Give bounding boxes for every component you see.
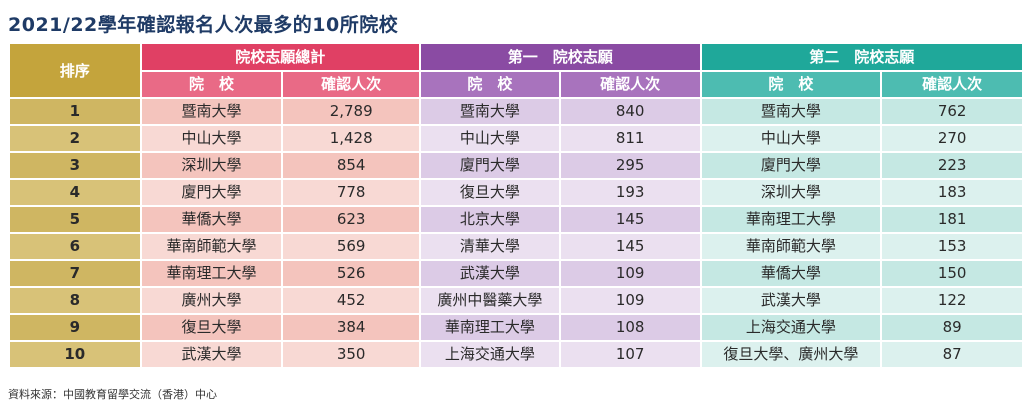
header-row-columns: 院 校 確認人次 院 校 確認人次 院 校 確認人次 <box>10 72 1022 97</box>
total-count-cell: 452 <box>283 288 419 313</box>
second-school-cell: 上海交通大學 <box>701 315 881 340</box>
second-count-cell: 270 <box>882 126 1022 151</box>
total-school-cell: 暨南大學 <box>141 99 282 124</box>
table-row: 2 中山大學 1,428 中山大學 811 中山大學 270 <box>10 126 1022 151</box>
total-school-cell: 華南理工大學 <box>141 261 282 286</box>
first-count-header: 確認人次 <box>560 72 700 97</box>
total-count-cell: 623 <box>283 207 419 232</box>
first-count-cell: 193 <box>560 180 700 205</box>
total-count-cell: 2,789 <box>283 99 419 124</box>
first-count-cell: 145 <box>560 207 700 232</box>
second-count-cell: 122 <box>882 288 1022 313</box>
first-school-cell: 武漢大學 <box>421 261 559 286</box>
total-count-header: 確認人次 <box>283 72 419 97</box>
rank-cell: 6 <box>10 234 140 259</box>
table-row: 5 華僑大學 623 北京大學 145 華南理工大學 181 <box>10 207 1022 232</box>
second-count-cell: 223 <box>882 153 1022 178</box>
first-count-cell: 108 <box>560 315 700 340</box>
total-count-cell: 569 <box>283 234 419 259</box>
second-choice-group-header: 第二 院校志願 <box>701 44 1022 70</box>
second-count-cell: 762 <box>882 99 1022 124</box>
second-school-cell: 廈門大學 <box>701 153 881 178</box>
total-school-cell: 廈門大學 <box>141 180 282 205</box>
second-count-cell: 89 <box>882 315 1022 340</box>
first-school-cell: 廈門大學 <box>421 153 559 178</box>
rank-cell: 7 <box>10 261 140 286</box>
first-count-cell: 811 <box>560 126 700 151</box>
source-note: 資料來源：中國教育留學交流（香港）中心 <box>8 388 217 401</box>
rank-cell: 9 <box>10 315 140 340</box>
first-count-cell: 840 <box>560 99 700 124</box>
rank-header: 排序 <box>10 44 140 97</box>
total-school-cell: 武漢大學 <box>141 342 282 367</box>
table-row: 4 廈門大學 778 復旦大學 193 深圳大學 183 <box>10 180 1022 205</box>
total-school-cell: 廣州大學 <box>141 288 282 313</box>
rank-cell: 3 <box>10 153 140 178</box>
first-count-cell: 109 <box>560 261 700 286</box>
rank-cell: 5 <box>10 207 140 232</box>
table-row: 3 深圳大學 854 廈門大學 295 廈門大學 223 <box>10 153 1022 178</box>
total-count-cell: 526 <box>283 261 419 286</box>
second-school-cell: 武漢大學 <box>701 288 881 313</box>
second-count-cell: 183 <box>882 180 1022 205</box>
second-school-cell: 中山大學 <box>701 126 881 151</box>
table-row: 7 華南理工大學 526 武漢大學 109 華僑大學 150 <box>10 261 1022 286</box>
first-school-cell: 中山大學 <box>421 126 559 151</box>
total-group-header: 院校志願總計 <box>141 44 419 70</box>
rank-cell: 4 <box>10 180 140 205</box>
total-school-cell: 深圳大學 <box>141 153 282 178</box>
total-count-cell: 854 <box>283 153 419 178</box>
first-school-cell: 清華大學 <box>421 234 559 259</box>
total-count-cell: 1,428 <box>283 126 419 151</box>
second-count-header: 確認人次 <box>882 72 1022 97</box>
second-school-cell: 華南師範大學 <box>701 234 881 259</box>
first-school-cell: 廣州中醫藥大學 <box>421 288 559 313</box>
second-school-cell: 華僑大學 <box>701 261 881 286</box>
page-title: 2021/22學年確認報名人次最多的10所院校 <box>8 14 399 36</box>
rank-cell: 8 <box>10 288 140 313</box>
rank-cell: 10 <box>10 342 140 367</box>
second-school-cell: 復旦大學、廣州大學 <box>701 342 881 367</box>
total-school-cell: 中山大學 <box>141 126 282 151</box>
table-row: 8 廣州大學 452 廣州中醫藥大學 109 武漢大學 122 <box>10 288 1022 313</box>
total-school-cell: 復旦大學 <box>141 315 282 340</box>
first-count-cell: 145 <box>560 234 700 259</box>
first-school-cell: 北京大學 <box>421 207 559 232</box>
second-count-cell: 150 <box>882 261 1022 286</box>
second-count-cell: 181 <box>882 207 1022 232</box>
total-school-cell: 華南師範大學 <box>141 234 282 259</box>
first-choice-group-header: 第一 院校志願 <box>421 44 700 70</box>
second-school-header: 院 校 <box>701 72 881 97</box>
first-count-cell: 107 <box>560 342 700 367</box>
rank-cell: 1 <box>10 99 140 124</box>
first-count-cell: 109 <box>560 288 700 313</box>
table-row: 10 武漢大學 350 上海交通大學 107 復旦大學、廣州大學 87 <box>10 342 1022 367</box>
total-school-header: 院 校 <box>141 72 282 97</box>
second-school-cell: 暨南大學 <box>701 99 881 124</box>
total-school-cell: 華僑大學 <box>141 207 282 232</box>
table-row: 6 華南師範大學 569 清華大學 145 華南師範大學 153 <box>10 234 1022 259</box>
total-count-cell: 778 <box>283 180 419 205</box>
table-row: 1 暨南大學 2,789 暨南大學 840 暨南大學 762 <box>10 99 1022 124</box>
first-school-cell: 上海交通大學 <box>421 342 559 367</box>
header-row-groups: 排序 院校志願總計 第一 院校志願 第二 院校志願 <box>10 44 1022 97</box>
ranking-table: 排序 院校志願總計 第一 院校志願 第二 院校志願 院 校 確認人次 院 校 確… <box>8 42 1024 369</box>
first-school-header: 院 校 <box>421 72 559 97</box>
second-count-cell: 153 <box>882 234 1022 259</box>
total-count-cell: 384 <box>283 315 419 340</box>
table-row: 9 復旦大學 384 華南理工大學 108 上海交通大學 89 <box>10 315 1022 340</box>
total-count-cell: 350 <box>283 342 419 367</box>
second-count-cell: 87 <box>882 342 1022 367</box>
rank-cell: 2 <box>10 126 140 151</box>
second-school-cell: 深圳大學 <box>701 180 881 205</box>
first-school-cell: 華南理工大學 <box>421 315 559 340</box>
first-count-cell: 295 <box>560 153 700 178</box>
first-school-cell: 暨南大學 <box>421 99 559 124</box>
second-school-cell: 華南理工大學 <box>701 207 881 232</box>
first-school-cell: 復旦大學 <box>421 180 559 205</box>
